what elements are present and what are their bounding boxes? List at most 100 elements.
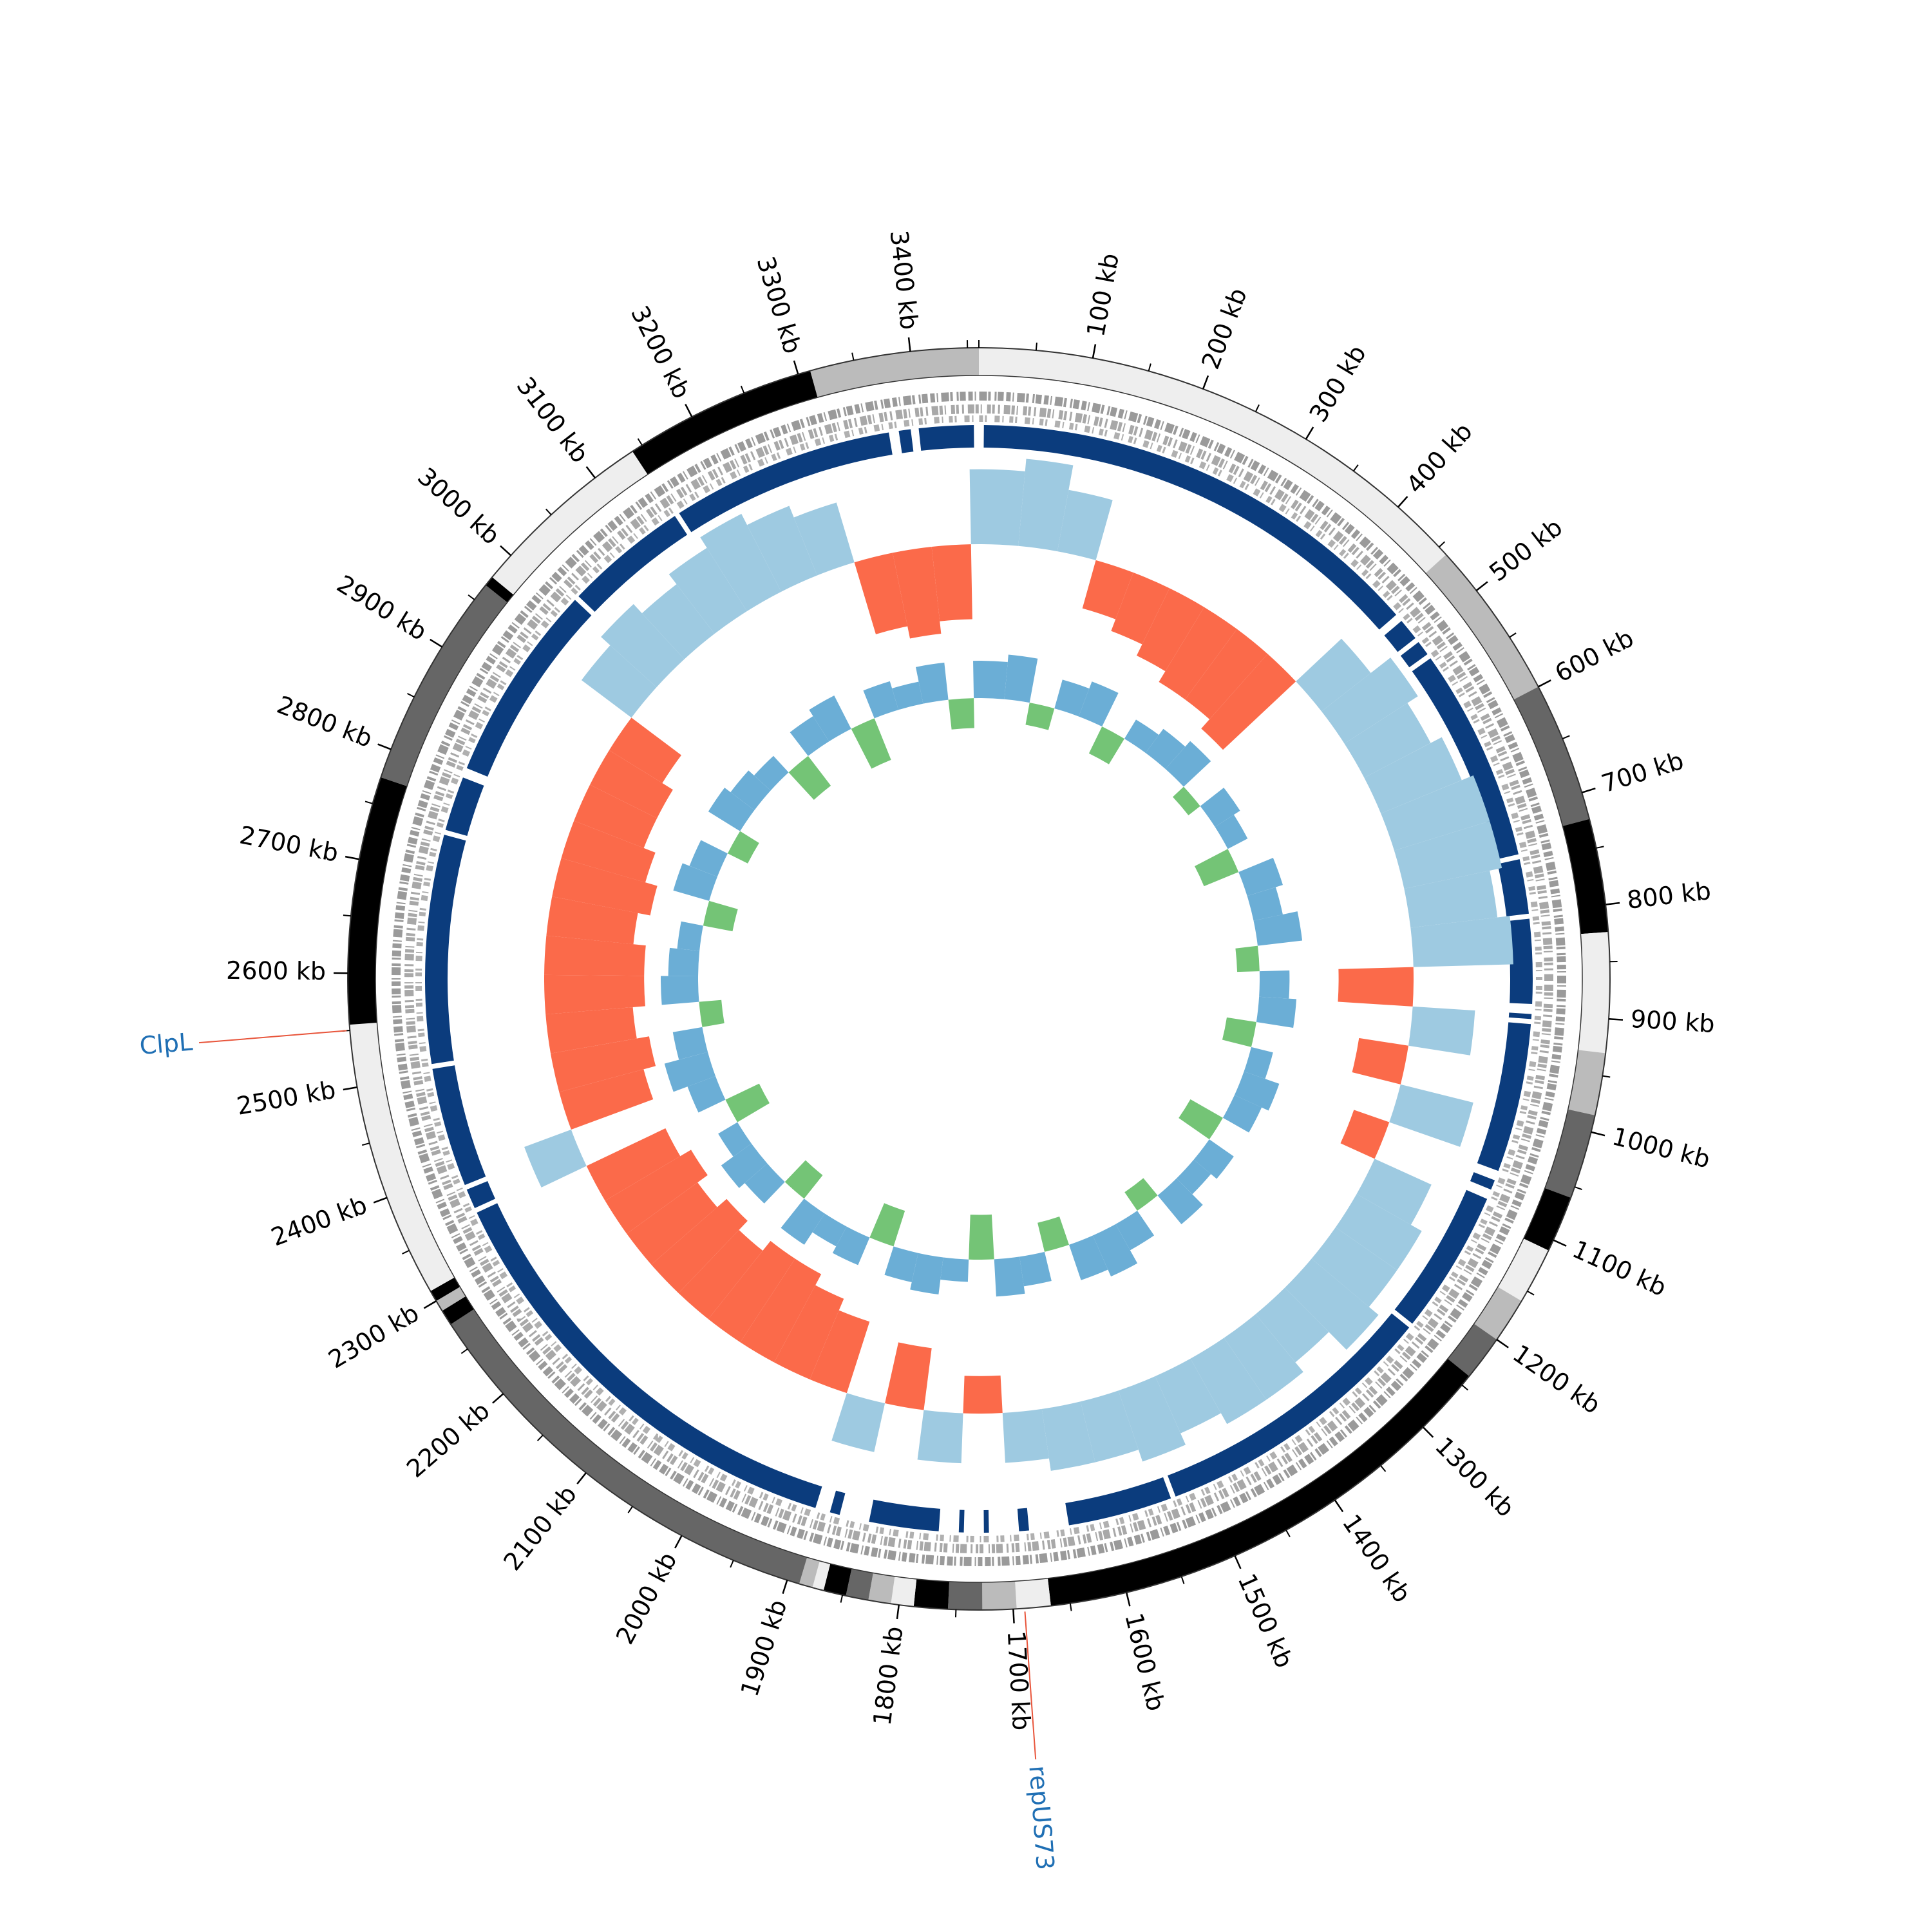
- track-bar: [1321, 658, 1418, 744]
- minor-tick: [740, 385, 745, 393]
- track-bar: [994, 1256, 1025, 1297]
- track-bar: [1364, 737, 1462, 814]
- contig: [477, 1203, 822, 1508]
- track-bar: [641, 584, 715, 659]
- band: [486, 577, 514, 603]
- track-bar: [810, 1310, 870, 1394]
- band: [1513, 687, 1590, 826]
- major-tick: [782, 1580, 788, 1595]
- track-bar: [1002, 1408, 1049, 1463]
- track-bar: [753, 755, 789, 791]
- major-tick: [343, 1086, 357, 1091]
- track-bar: [744, 1163, 785, 1204]
- track-bar: [1238, 857, 1283, 896]
- track-bar: [979, 469, 1025, 546]
- track-bar: [524, 1130, 587, 1188]
- minor-tick: [361, 1142, 370, 1146]
- track-bar: [687, 1076, 726, 1113]
- major-tick: [896, 1604, 900, 1620]
- track-bar: [574, 784, 658, 848]
- track-bar: [790, 716, 829, 756]
- track-bar: [1176, 1159, 1211, 1195]
- major-tick: [685, 404, 693, 417]
- track-bar: [1222, 1095, 1262, 1133]
- gene-track-middle: [404, 404, 1553, 1553]
- contig: [424, 835, 466, 1065]
- minor-tick: [343, 914, 351, 917]
- major-tick: [1581, 788, 1596, 793]
- band: [492, 451, 648, 595]
- major-tick: [1397, 496, 1408, 508]
- track-bar: [774, 1285, 844, 1379]
- minor-tick: [536, 1434, 544, 1441]
- track-bar: [727, 831, 759, 864]
- track-bar: [747, 506, 817, 592]
- track-bar: [1025, 703, 1055, 730]
- contig: [1477, 1022, 1531, 1171]
- annotation-leader: [198, 1030, 347, 1044]
- track-bar: [969, 469, 979, 545]
- track-bar: [552, 858, 658, 916]
- track-bar: [609, 717, 682, 783]
- major-tick: [793, 360, 799, 375]
- track-bar: [1165, 741, 1211, 787]
- major-tick: [1496, 1339, 1509, 1349]
- track-bar: [893, 547, 942, 639]
- track-bar: [793, 502, 855, 576]
- track-bar: [812, 1213, 847, 1247]
- track-bar: [1335, 1193, 1422, 1271]
- contig: [1400, 641, 1428, 668]
- contig: [898, 429, 914, 453]
- minor-tick: [407, 692, 415, 698]
- minor-tick: [1180, 1576, 1185, 1584]
- track-bar: [1193, 1139, 1234, 1179]
- band: [1425, 554, 1539, 700]
- track-bar: [917, 1410, 963, 1464]
- track-bar: [892, 681, 923, 710]
- track-bar: [673, 863, 717, 901]
- track-bar: [940, 1257, 969, 1282]
- minor-tick: [1509, 632, 1517, 638]
- track-bar: [1185, 629, 1268, 719]
- minor-tick: [468, 594, 475, 600]
- major-tick: [1538, 679, 1551, 688]
- track-bar: [1179, 1099, 1223, 1140]
- contig: [466, 1180, 495, 1208]
- track-bar: [590, 750, 673, 819]
- annotation-leader: [1024, 1611, 1037, 1759]
- track-bar: [788, 755, 831, 800]
- contig: [983, 425, 1397, 630]
- track-bar: [627, 1182, 717, 1265]
- major-tick: [907, 337, 911, 352]
- track-bar: [1018, 459, 1074, 552]
- minor-tick: [402, 1249, 410, 1255]
- minor-tick: [1527, 1290, 1535, 1296]
- minor-tick: [1352, 464, 1359, 471]
- contig: [1168, 1313, 1410, 1497]
- track-bar: [708, 788, 755, 831]
- major-tick: [576, 1472, 587, 1484]
- track-bar: [1159, 607, 1237, 700]
- contig: [1507, 918, 1533, 1005]
- track-bar: [1253, 911, 1303, 946]
- major-tick: [345, 855, 359, 860]
- track-bar: [1004, 654, 1038, 703]
- track-bar: [1247, 887, 1283, 921]
- major-tick: [1553, 1239, 1567, 1247]
- tick-label: 900 kb: [1630, 1005, 1716, 1038]
- track-bar: [1404, 870, 1498, 928]
- track-bar: [551, 1036, 656, 1092]
- band: [436, 1287, 466, 1311]
- track-bar: [708, 1240, 795, 1343]
- band: [891, 1576, 917, 1607]
- track-bar: [1136, 588, 1204, 672]
- track-bar: [1410, 916, 1513, 967]
- contig: [679, 432, 893, 533]
- track-bar: [545, 1007, 637, 1054]
- band: [1578, 932, 1610, 1054]
- track-bar: [1256, 996, 1297, 1028]
- major-tick: [423, 1300, 437, 1309]
- track-bar: [1092, 1224, 1138, 1277]
- track-bar: [581, 645, 657, 718]
